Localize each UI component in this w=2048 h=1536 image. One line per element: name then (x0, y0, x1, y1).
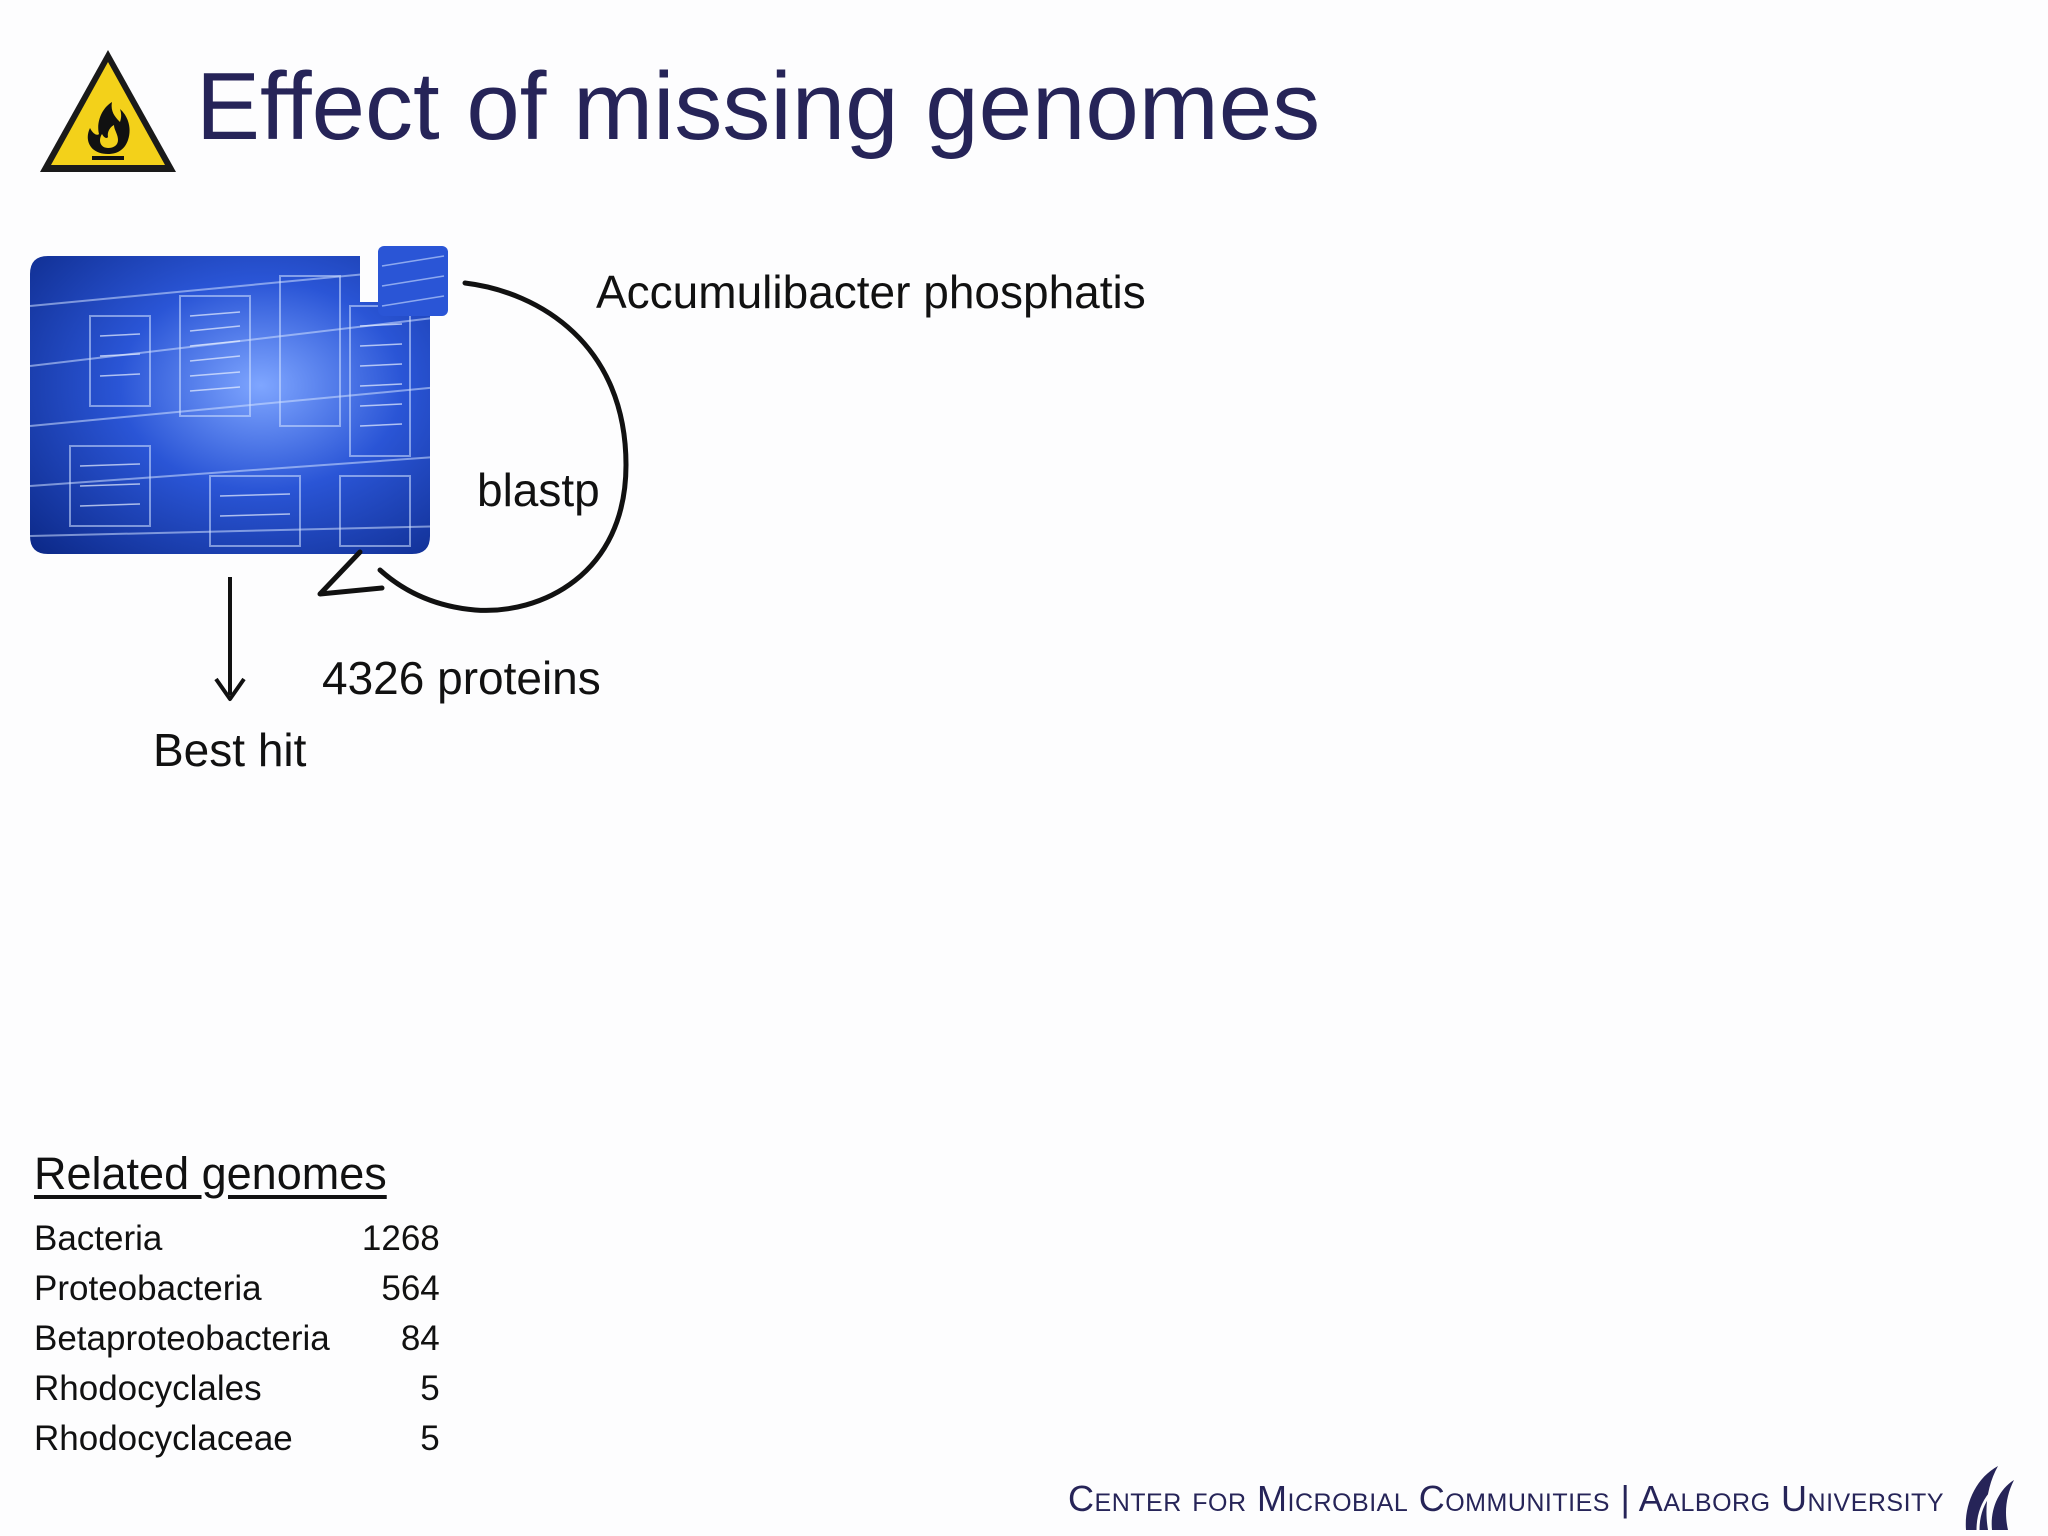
best-hit-label: Best hit (153, 724, 307, 776)
table-row: Rhodocyclaceae 5 (34, 1414, 440, 1464)
taxon-name: Betaproteobacteria (34, 1319, 330, 1358)
slide-title: Effect of missing genomes (196, 53, 1321, 160)
aalborg-university-logo (1965, 1466, 2014, 1531)
database-schema-image (30, 246, 448, 554)
related-genomes-title: Related genomes (34, 1148, 387, 1199)
method-label: blastp (477, 464, 600, 516)
table-row: Betaproteobacteria 84 (34, 1314, 440, 1364)
genome-count: 1268 (361, 1219, 440, 1258)
genome-count: 84 (400, 1319, 440, 1358)
organism-label: Accumulibacter phosphatis (596, 266, 1146, 318)
footer-text: Center for Microbial Communities | Aalbo… (1068, 1478, 1944, 1519)
taxon-name: Bacteria (34, 1219, 163, 1258)
taxon-name: Rhodocyclaceae (34, 1419, 293, 1458)
flammable-warning-icon (40, 50, 176, 172)
genome-count: 5 (420, 1369, 440, 1408)
genome-count: 564 (381, 1269, 440, 1308)
table-row: Bacteria 1268 (34, 1214, 440, 1264)
protein-count-label: 4326 proteins (322, 652, 601, 704)
genome-count: 5 (420, 1419, 440, 1458)
taxon-name: Rhodocyclales (34, 1369, 262, 1408)
taxon-name: Proteobacteria (34, 1269, 262, 1308)
table-row: Rhodocyclales 5 (34, 1364, 440, 1414)
table-row: Proteobacteria 564 (34, 1264, 440, 1314)
related-genomes-table: Bacteria 1268 Proteobacteria 564 Betapro… (34, 1214, 440, 1464)
best-hit-down-arrow (214, 577, 246, 701)
blastp-loop-arrow (317, 280, 629, 613)
